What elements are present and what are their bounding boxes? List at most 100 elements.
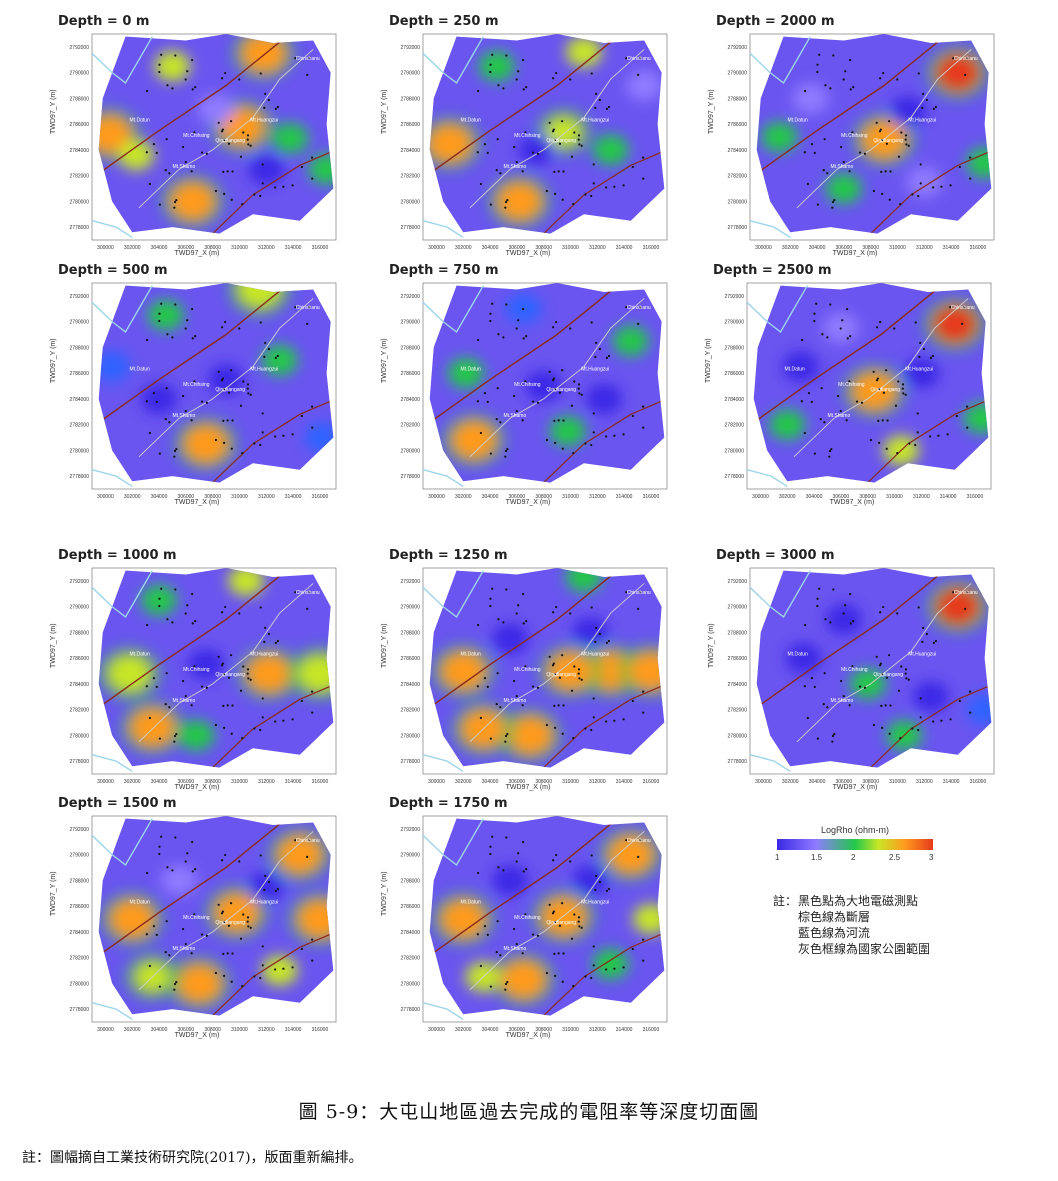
mt-station-dot — [958, 165, 961, 169]
mt-station-dot — [595, 874, 598, 878]
y-tick-label: 2780000 — [70, 733, 90, 739]
mt-station-dot — [261, 945, 264, 948]
mt-station-dot — [194, 335, 197, 338]
depth-slice-panel: Depth = 1000 m Chinshanu Mt.Datun Mt.Chihsi… — [50, 548, 342, 798]
mt-station-dot — [803, 623, 807, 627]
mt-station-dot — [548, 370, 551, 373]
y-tick-label: 2784000 — [70, 930, 90, 936]
source-note: 註：圖幅摘自工業技術研究院(2017)，版面重新編排。 — [22, 1150, 363, 1166]
x-tick-label: 308000 — [859, 494, 876, 500]
mt-station-dot — [548, 903, 551, 906]
mt-station-dot — [904, 138, 907, 141]
y-tick-label: 2778000 — [70, 1007, 90, 1013]
mt-station-dot — [486, 151, 489, 154]
mt-station-dot — [828, 449, 832, 453]
resistivity-anomaly — [272, 122, 309, 154]
place-label: Chinshanu — [296, 305, 320, 311]
y-tick-label: 2786000 — [401, 904, 421, 910]
resistivity-anomaly — [612, 325, 649, 357]
place-label: Mt.Huangzui — [908, 652, 936, 658]
mt-station-dot — [882, 71, 885, 75]
y-tick-label: 2788000 — [725, 345, 745, 351]
mt-station-dot — [495, 703, 498, 706]
mt-station-dot — [969, 690, 972, 693]
mt-station-dot — [607, 105, 610, 109]
mt-station-dot — [642, 426, 645, 429]
place-label: Mt.Datun — [130, 652, 151, 658]
mt-station-dot — [932, 186, 935, 189]
mt-station-dot — [145, 89, 149, 93]
y-tick-label: 2792000 — [70, 827, 90, 833]
x-tick-label: 304000 — [809, 245, 826, 251]
mt-station-dot — [900, 131, 903, 134]
mt-station-dot — [949, 306, 952, 309]
mt-station-dot — [907, 144, 910, 147]
x-tick-label: 306000 — [178, 1027, 195, 1033]
mt-station-dot — [264, 341, 267, 345]
mt-station-dot — [845, 419, 848, 422]
mt-station-dot — [174, 588, 177, 591]
mt-station-dot — [570, 404, 574, 407]
mt-station-dot — [276, 887, 279, 891]
mt-station-dot — [513, 145, 516, 149]
resistivity-anomaly — [825, 604, 862, 635]
mt-station-dot — [483, 925, 487, 928]
x-tick-label: 310000 — [231, 779, 248, 785]
x-tick-label: 312000 — [916, 245, 933, 251]
mt-station-dot — [264, 874, 267, 878]
mt-station-dot — [562, 170, 565, 173]
y-tick-label: 2790000 — [70, 71, 90, 77]
mt-station-dot — [557, 170, 560, 173]
mt-station-dot — [545, 189, 549, 193]
mt-station-dot — [148, 716, 151, 720]
mt-station-dot — [175, 732, 178, 736]
x-tick-label: 316000 — [643, 494, 660, 500]
mt-station-dot — [171, 336, 174, 339]
y-tick-label: 2784000 — [70, 682, 90, 688]
mt-station-dot — [922, 347, 925, 351]
mt-station-dot — [253, 442, 256, 445]
mt-station-dot — [552, 128, 555, 131]
mt-station-dot — [505, 588, 508, 591]
mt-station-dot — [921, 640, 924, 643]
place-label: Mt.Huangzui — [581, 118, 609, 124]
mt-station-dot — [276, 354, 279, 358]
mt-station-dot — [173, 206, 176, 209]
resistivity-anomaly — [261, 344, 298, 376]
x-tick-label: 316000 — [312, 1027, 329, 1033]
resistivity-anomaly — [141, 383, 178, 415]
y-tick-label: 2792000 — [401, 579, 421, 585]
x-tick-label: 314000 — [943, 245, 960, 251]
y-tick-label: 2784000 — [401, 682, 421, 688]
mt-station-dot — [803, 431, 806, 435]
mt-station-dot — [306, 855, 309, 858]
mt-station-dot — [259, 321, 262, 324]
fault-line — [536, 931, 665, 1016]
mt-station-dot — [849, 592, 852, 596]
mt-station-dot — [810, 143, 814, 146]
river-line — [422, 36, 484, 84]
mt-station-dot — [221, 859, 224, 862]
mt-station-dot — [476, 933, 479, 936]
resistivity-anomaly — [508, 716, 553, 755]
mt-station-dot — [949, 718, 952, 721]
x-tick-label: 306000 — [833, 494, 850, 500]
mt-station-dot — [160, 587, 163, 590]
x-tick-label: 308000 — [535, 1027, 552, 1033]
mt-station-dot — [238, 78, 241, 81]
mt-station-dot — [562, 952, 565, 955]
mt-station-dot — [598, 880, 601, 884]
mt-station-dot — [896, 78, 899, 81]
river-line — [91, 754, 133, 773]
place-label: Mt.Shamo — [503, 698, 526, 704]
mt-station-dot — [551, 130, 555, 133]
x-tick-label: 306000 — [509, 245, 526, 251]
mt-station-dot — [274, 641, 277, 644]
mt-station-dot — [311, 177, 314, 180]
mt-station-dot — [961, 322, 964, 325]
mt-station-dot — [590, 606, 593, 609]
mt-station-dot — [239, 404, 243, 407]
fault-line — [429, 285, 618, 428]
mt-station-dot — [476, 623, 480, 627]
y-tick-label: 2780000 — [401, 981, 421, 987]
